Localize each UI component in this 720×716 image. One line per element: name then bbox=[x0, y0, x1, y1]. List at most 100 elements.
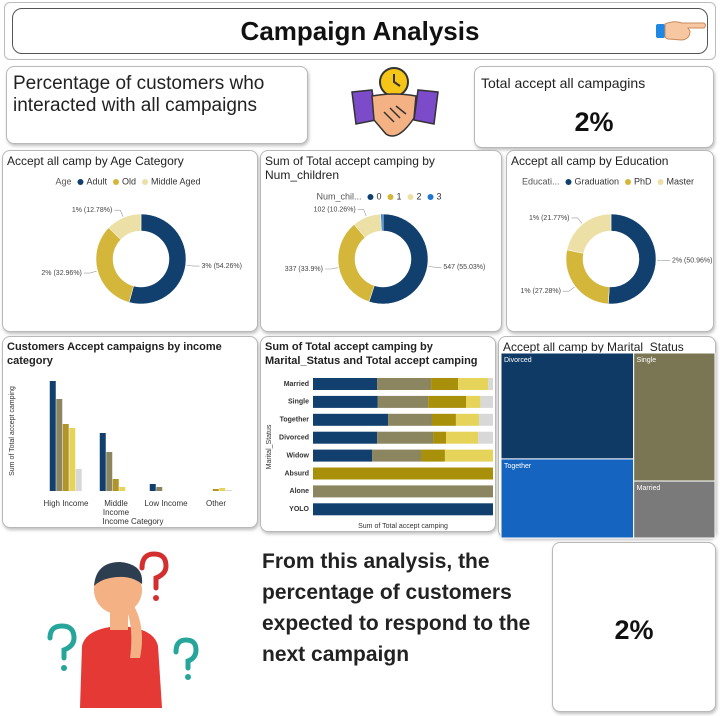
legend-marker bbox=[142, 179, 148, 185]
legend-marker bbox=[112, 179, 119, 185]
donut-slice bbox=[128, 213, 187, 305]
bar bbox=[106, 452, 113, 491]
legend-label: Adult bbox=[86, 176, 107, 186]
x-axis-label: Income Category bbox=[102, 517, 164, 526]
marital-bars-panel: Sum of Total accept camping by Marital_S… bbox=[260, 336, 496, 532]
leader-line bbox=[357, 209, 367, 217]
bar bbox=[212, 489, 219, 491]
cell-label: Divorced bbox=[504, 357, 532, 364]
chart-title: Accept all camp by Marital_Status bbox=[503, 340, 684, 354]
legend-label: 1 bbox=[396, 191, 401, 201]
cell-label: Together bbox=[504, 463, 532, 470]
pointing-hand-icon bbox=[656, 21, 706, 41]
bar bbox=[225, 490, 232, 491]
legend-label: Graduation bbox=[574, 176, 619, 186]
bar-segment bbox=[488, 378, 493, 390]
y-tick-label: Widow bbox=[287, 452, 310, 459]
bar bbox=[99, 433, 106, 491]
bar bbox=[156, 487, 163, 491]
bar-segment bbox=[313, 503, 493, 516]
legend-label: Master bbox=[667, 176, 695, 186]
donut-slice bbox=[565, 249, 610, 305]
interacted-card: Percentage of customers who interacted w… bbox=[6, 66, 308, 144]
data-label: 2% (32.96%) bbox=[41, 270, 81, 277]
chart-title: Accept all camp by Education bbox=[511, 154, 669, 168]
bar bbox=[75, 469, 82, 491]
bar bbox=[119, 487, 126, 491]
y-tick-label: YOLO bbox=[289, 506, 309, 513]
leader-line bbox=[186, 264, 200, 267]
total-card: Total accept all campagins 2% bbox=[474, 66, 714, 148]
legend-label: Middle Aged bbox=[151, 176, 201, 186]
legend-marker bbox=[367, 194, 374, 200]
legend-marker bbox=[657, 179, 664, 185]
legend-marker bbox=[77, 179, 84, 185]
bar-segment bbox=[313, 467, 493, 480]
income-panel: Customers Accept campaigns by income cat… bbox=[2, 336, 258, 528]
cell-label: Married bbox=[637, 485, 661, 492]
total-title: Total accept all campagins bbox=[481, 75, 646, 91]
bar-segment bbox=[478, 431, 493, 444]
legend-label: PhD bbox=[634, 176, 652, 186]
legend-marker bbox=[387, 194, 394, 200]
header-title: Campaign Analysis bbox=[12, 8, 708, 54]
y-tick-label: Divorced bbox=[279, 435, 309, 442]
cell-label: Single bbox=[637, 357, 657, 364]
leader-line bbox=[571, 217, 583, 224]
x-tick-label: Other bbox=[205, 499, 226, 508]
leader-line bbox=[83, 270, 97, 274]
x-tick-label: Low Income bbox=[144, 499, 188, 508]
legend-label: Old bbox=[122, 176, 136, 186]
chart-title: Sum of Total accept camping by Marital_S… bbox=[265, 341, 478, 367]
legend-label: 2 bbox=[417, 191, 422, 201]
donut-slice bbox=[380, 213, 384, 232]
legend-marker bbox=[565, 179, 572, 185]
bar-segment bbox=[313, 413, 389, 426]
chart-title: Sum of Total accept camping by Num_child… bbox=[265, 154, 435, 182]
donut-slice bbox=[368, 213, 429, 305]
legend-marker bbox=[625, 179, 632, 185]
y-tick-label: Together bbox=[280, 417, 310, 424]
bar-segment bbox=[431, 413, 456, 426]
data-label: 1% (12.78%) bbox=[72, 207, 112, 214]
bar-segment bbox=[428, 395, 466, 408]
chart: Educati... Graduation PhD Master 2% (50.96%)… bbox=[520, 176, 712, 305]
thinking-person-icon bbox=[47, 551, 199, 708]
header-frame bbox=[4, 2, 716, 60]
legend: Age Adult Old Middle Aged bbox=[55, 176, 200, 186]
y-tick-label: Single bbox=[288, 399, 309, 406]
legend: Num_chil... 0 1 2 3 bbox=[316, 191, 441, 201]
bar-segment bbox=[313, 395, 378, 408]
donut-slice bbox=[566, 213, 612, 254]
treemap-cell bbox=[500, 458, 635, 539]
bar-segment bbox=[313, 378, 378, 390]
y-tick-label: Married bbox=[284, 381, 309, 388]
bar-segment bbox=[458, 378, 489, 390]
bar-segment bbox=[433, 431, 447, 444]
legend-label: 3 bbox=[437, 191, 442, 201]
y-tick-label: Alone bbox=[290, 488, 310, 495]
treemap-cell bbox=[500, 352, 635, 460]
data-label: 3% (54.26%) bbox=[202, 263, 242, 270]
bar-segment bbox=[444, 449, 493, 462]
bar-segment bbox=[377, 431, 434, 444]
age-panel: Accept all camp by Age Category Age Adult… bbox=[2, 150, 258, 332]
legend-marker bbox=[407, 194, 414, 200]
data-label: 1% (21.77%) bbox=[529, 215, 569, 222]
leader-line bbox=[114, 209, 124, 217]
chart: Age Adult Old Middle Aged 3% (54.26%) 2% (32.… bbox=[41, 176, 242, 305]
data-label: 1% (27.28%) bbox=[520, 288, 560, 295]
chart: Num_chil... 0 1 2 3 547 (55.03%) 337 (33.9%) 10… bbox=[285, 191, 485, 305]
chart-title: Accept all camp by Age Category bbox=[7, 154, 184, 168]
donut-slice bbox=[108, 213, 142, 240]
donut-slice bbox=[337, 224, 375, 303]
treemap-cell bbox=[633, 352, 716, 482]
bar-segment bbox=[313, 431, 378, 444]
bar-segment bbox=[480, 395, 493, 408]
x-tick-label: High Income bbox=[43, 499, 89, 508]
bar-segment bbox=[388, 413, 432, 426]
bar-segment bbox=[313, 485, 493, 498]
conclusion-card: 2% bbox=[552, 542, 716, 712]
x-tick-label: Middle Income bbox=[102, 499, 130, 517]
